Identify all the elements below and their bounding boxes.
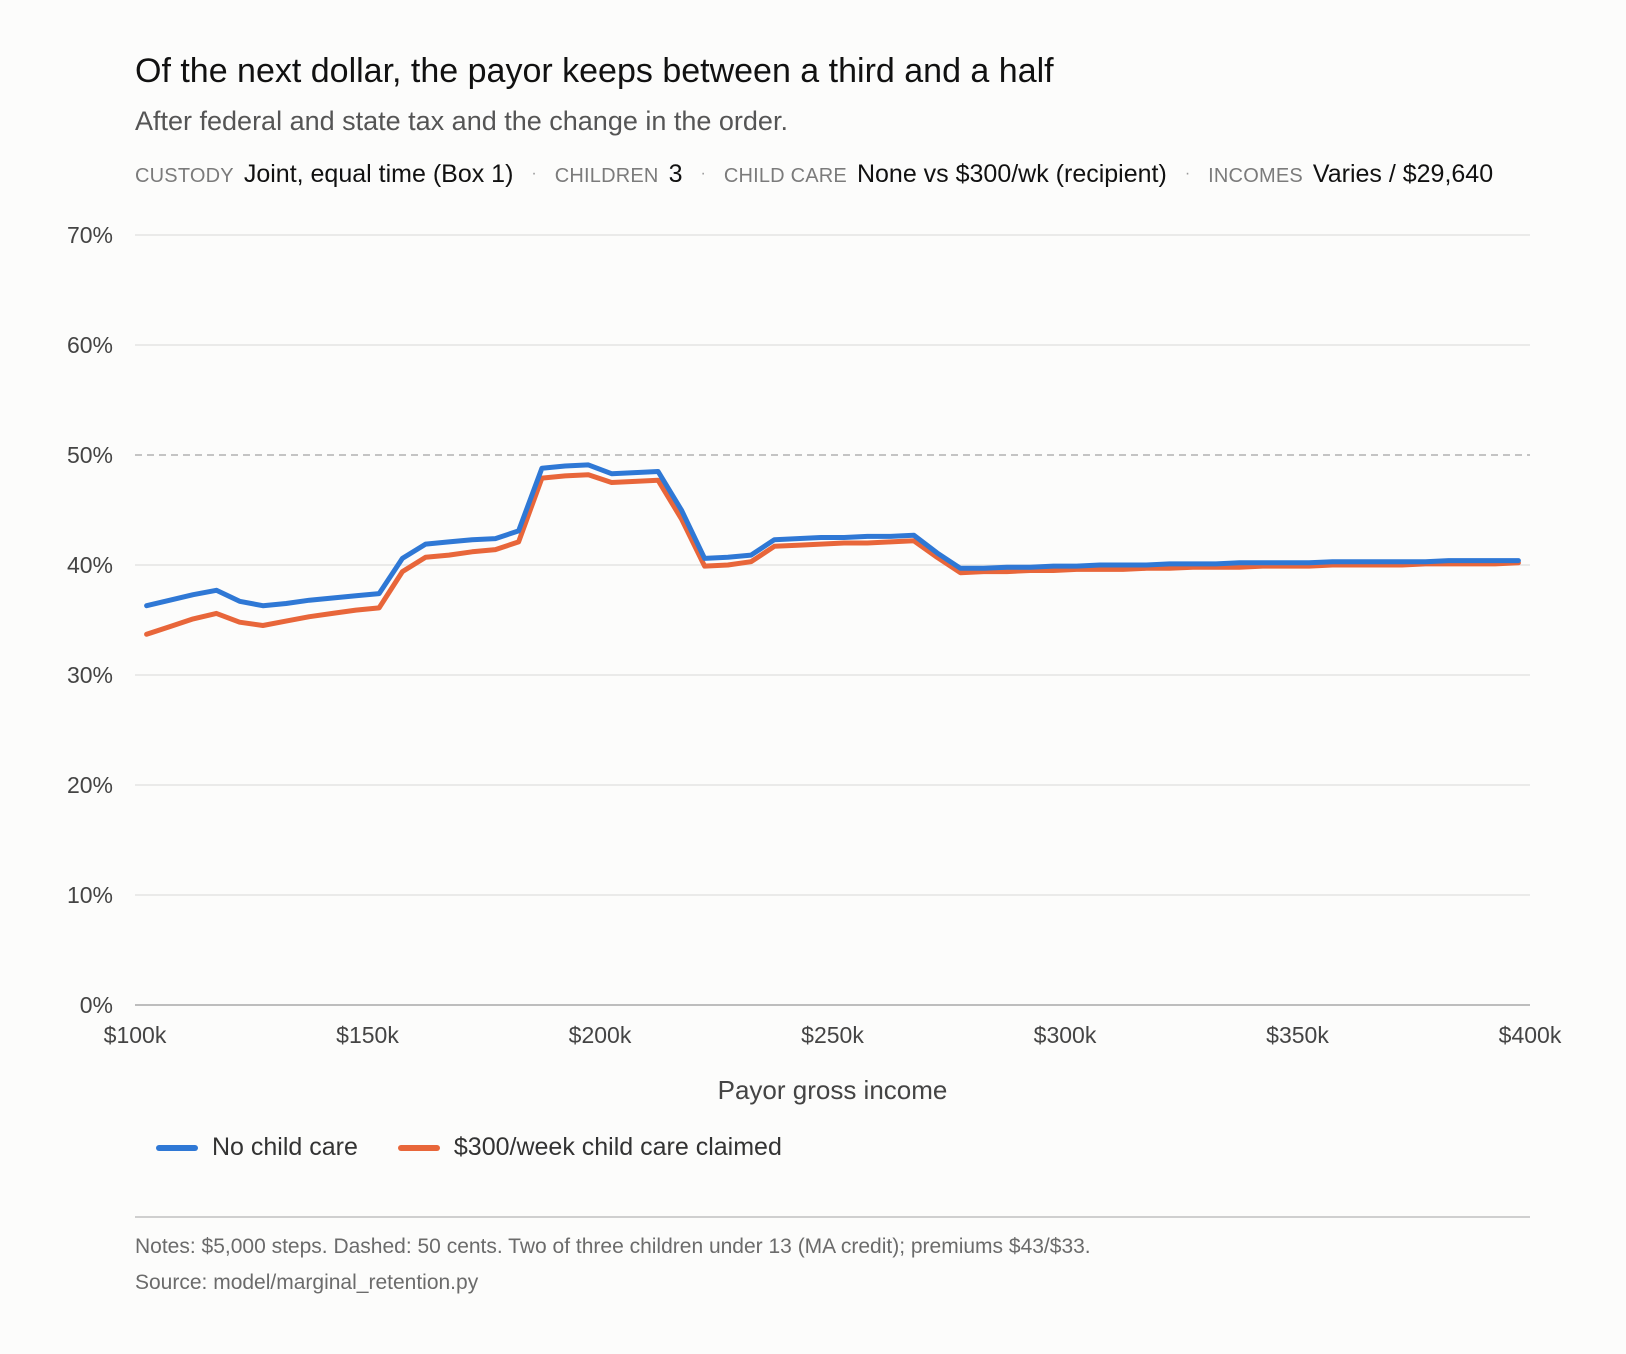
x-tick-label: $250k	[801, 1022, 864, 1048]
chart-notes: Notes: $5,000 steps. Dashed: 50 cents. T…	[135, 1235, 1091, 1258]
legend-swatch	[156, 1144, 198, 1151]
y-tick-label: 30%	[67, 662, 113, 688]
legend-label: No child care	[212, 1133, 358, 1161]
y-tick-label: 50%	[67, 442, 113, 468]
legend-label: $300/week child care claimed	[453, 1133, 782, 1161]
legend-item-no-child-care: No child care	[156, 1133, 358, 1162]
meta-key-children: CHILDREN	[554, 165, 659, 187]
y-tick-label: 60%	[67, 332, 113, 358]
x-tick-label: $300k	[1034, 1022, 1097, 1048]
series-line-child-care-claimed	[144, 472, 1521, 637]
y-tick-label: 0%	[80, 992, 113, 1018]
meta-key-custody: CUSTODY	[135, 165, 234, 187]
x-tick-label: $400k	[1499, 1022, 1562, 1048]
legend: No child care $300/week child care claim…	[156, 1133, 822, 1162]
legend-swatch	[397, 1144, 440, 1151]
x-tick-label: $350k	[1266, 1022, 1329, 1048]
chart-source: Source: model/marginal_retention.py	[135, 1271, 479, 1294]
meta-value-custody: Joint, equal time (Box 1)	[243, 160, 514, 188]
separator-dot: ·	[700, 165, 706, 182]
y-tick-label: 40%	[67, 552, 113, 578]
meta-value-children: 3	[668, 160, 683, 188]
parameter-strip: CUSTODY Joint, equal time (Box 1) · CHIL…	[135, 160, 1493, 189]
y-tick-label: 10%	[67, 882, 113, 908]
meta-key-child-care: CHILD CARE	[723, 165, 847, 187]
chart-subtitle: After federal and state tax and the chan…	[135, 106, 788, 136]
y-tick-label: 70%	[67, 222, 113, 248]
x-axis-title: Payor gross income	[718, 1075, 948, 1105]
meta-value-incomes: Varies / $29,640	[1312, 160, 1494, 188]
x-tick-label: $200k	[569, 1022, 632, 1048]
legend-item-child-care-claimed: $300/week child care claimed	[397, 1133, 782, 1162]
x-tick-label: $150k	[336, 1022, 399, 1048]
separator-dot: ·	[531, 165, 537, 182]
meta-value-child-care: None vs $300/wk (recipient)	[856, 160, 1167, 188]
x-tick-label: $100k	[104, 1022, 167, 1048]
series-line-no-child-care	[144, 462, 1521, 609]
y-tick-label: 20%	[67, 772, 113, 798]
meta-key-incomes: INCOMES	[1208, 165, 1303, 187]
footer-divider	[135, 1216, 1530, 1218]
separator-dot: ·	[1184, 165, 1191, 182]
chart-title: Of the next dollar, the payor keeps betw…	[135, 52, 1054, 90]
